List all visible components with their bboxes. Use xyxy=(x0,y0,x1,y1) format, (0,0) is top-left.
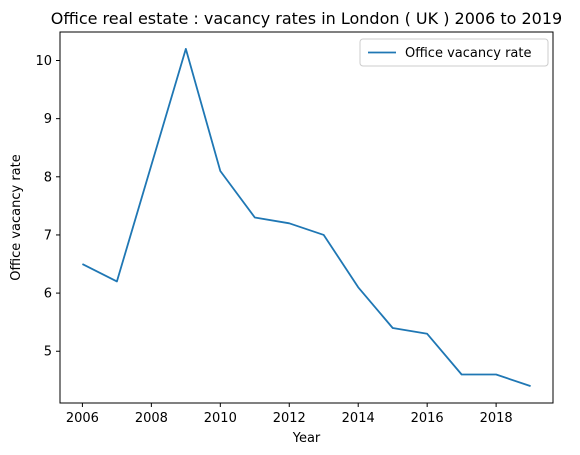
legend-label-office-vacancy-rate: Office vacancy rate xyxy=(405,46,531,61)
series-layer xyxy=(80,47,533,388)
data-point xyxy=(287,221,291,225)
x-tick-label: 2018 xyxy=(480,411,513,426)
plot-area: 2006 2008 2010 2012 2014 2016 2018 5 6 7 8 9 10 xyxy=(35,31,554,426)
chart-title: Office real estate : vacancy rates in Lo… xyxy=(51,9,562,28)
data-point xyxy=(391,326,395,330)
x-tick-label: 2012 xyxy=(273,411,306,426)
x-tick-label: 2016 xyxy=(411,411,444,426)
data-point xyxy=(494,373,498,377)
y-tick-label: 7 xyxy=(44,228,52,243)
data-point xyxy=(322,233,326,237)
x-tick-label: 2014 xyxy=(342,411,375,426)
y-tick-label: 8 xyxy=(44,170,52,185)
data-point xyxy=(184,47,188,51)
y-tick-label: 9 xyxy=(44,112,52,127)
data-point xyxy=(115,279,119,283)
legend-box xyxy=(359,38,549,67)
series-line-office-vacancy-rate xyxy=(82,47,531,387)
y-axis: 5 6 7 8 9 10 xyxy=(35,54,60,360)
data-point xyxy=(218,169,222,173)
y-tick-label: 6 xyxy=(44,287,52,302)
data-point xyxy=(460,373,464,377)
plot-frame xyxy=(59,31,554,404)
x-axis-label: Year xyxy=(292,431,321,446)
data-point xyxy=(529,384,533,388)
x-axis: 2006 2008 2010 2012 2014 2016 2018 xyxy=(66,403,513,426)
data-point xyxy=(149,163,153,167)
x-tick-label: 2006 xyxy=(66,411,99,426)
data-point xyxy=(253,216,257,220)
data-point xyxy=(356,285,360,289)
x-tick-label: 2010 xyxy=(204,411,237,426)
x-tick-label: 2008 xyxy=(135,411,168,426)
data-point xyxy=(425,332,429,336)
y-axis-label: Office vacancy rate xyxy=(9,154,24,280)
data-point xyxy=(80,262,84,266)
legend: Office vacancy rate xyxy=(359,38,549,67)
y-tick-label: 5 xyxy=(44,345,52,360)
y-tick-label: 10 xyxy=(35,54,52,69)
